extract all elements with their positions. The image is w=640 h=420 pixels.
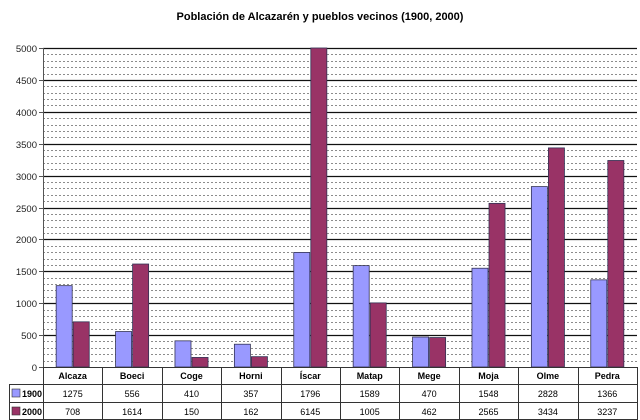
- bar-series: [55, 47, 625, 368]
- table-value: 1614: [122, 407, 142, 417]
- gridlines: [43, 47, 637, 362]
- bar-2000-Pedra: [607, 160, 625, 368]
- data-table: Alcaza Boeci Coge Horni Íscar Matap Mege Moja Ol…: [9, 367, 638, 420]
- bar-1900-Horni: [233, 343, 251, 368]
- table-value: 1589: [360, 389, 380, 399]
- table-value: 1005: [360, 407, 380, 417]
- table-value: 1548: [478, 389, 498, 399]
- y-tick-label: 3500: [16, 140, 37, 151]
- y-tick-label: 500: [21, 331, 37, 342]
- bar-1900-Mege: [412, 336, 430, 368]
- bar-2000-Íscar: [310, 47, 328, 368]
- bar-1900-Moja: [471, 267, 489, 368]
- y-tick-label: 4000: [16, 108, 37, 119]
- table-value: 470: [422, 389, 437, 399]
- chart-title: Población de Alcazarén y pueblos vecinos…: [176, 11, 464, 23]
- bar-1900-Íscar: [293, 252, 311, 368]
- table-value: 150: [184, 407, 199, 417]
- y-axis: 0 500 1000 1500 2000 2500 3000 3500 4000 4500 5000: [16, 44, 44, 374]
- bar-1900-Pedra: [590, 279, 608, 368]
- y-tick-label: 2000: [16, 235, 37, 246]
- bar-2000-Alcaza: [72, 321, 90, 368]
- legend-swatch-1900: [11, 388, 21, 398]
- table-value: 410: [184, 389, 199, 399]
- y-tick-label: 1500: [16, 267, 37, 278]
- table-value: 357: [243, 389, 258, 399]
- category-label: Íscar: [300, 371, 322, 381]
- bar-2000-Mege: [429, 337, 447, 368]
- category-label: Matap: [357, 371, 384, 381]
- bar-1900-Matap: [352, 265, 370, 368]
- legend-swatch-2000: [11, 406, 21, 416]
- bar-1900-Alcaza: [55, 285, 73, 368]
- bar-2000-Coge: [191, 357, 209, 368]
- bar-2000-Moja: [488, 202, 506, 368]
- y-tick-label: 1000: [16, 299, 37, 310]
- legend-label-1900: 1900: [22, 389, 42, 399]
- y-tick-label: 5000: [16, 44, 37, 55]
- bar-1900-Boeci: [115, 331, 132, 368]
- bar-2000-Boeci: [132, 263, 150, 368]
- category-label: Boeci: [120, 371, 145, 381]
- bar-2000-Horni: [250, 356, 268, 368]
- y-tick-label: 2500: [16, 204, 37, 215]
- table-value: 2565: [478, 407, 498, 417]
- table-value: 556: [125, 389, 140, 399]
- y-tick-label: 4500: [16, 76, 37, 87]
- y-tick-label: 3000: [16, 172, 37, 183]
- bar-1900-Coge: [174, 340, 192, 368]
- table-value: 3237: [597, 407, 617, 417]
- category-label: Coge: [180, 371, 203, 381]
- legend-label-2000: 2000: [22, 407, 42, 417]
- table-value: 1275: [63, 389, 83, 399]
- table-value: 2828: [538, 389, 558, 399]
- bar-2000-Matap: [369, 302, 387, 368]
- category-label: Horni: [239, 371, 263, 381]
- table-value: 708: [65, 407, 80, 417]
- table-value: 462: [422, 407, 437, 417]
- table-value: 1796: [300, 389, 320, 399]
- bar-1900-Olme: [530, 186, 548, 368]
- y-tick-label: 0: [32, 363, 37, 374]
- table-value: 3434: [538, 407, 558, 417]
- category-label: Moja: [478, 371, 499, 381]
- category-label: Alcaza: [58, 371, 88, 381]
- table-value: 162: [243, 407, 258, 417]
- bar-2000-Olme: [548, 147, 565, 368]
- category-label: Pedra: [595, 371, 621, 381]
- table-value: 6145: [300, 407, 320, 417]
- category-label: Mege: [418, 371, 441, 381]
- category-label: Olme: [537, 371, 560, 381]
- table-value: 1366: [597, 389, 617, 399]
